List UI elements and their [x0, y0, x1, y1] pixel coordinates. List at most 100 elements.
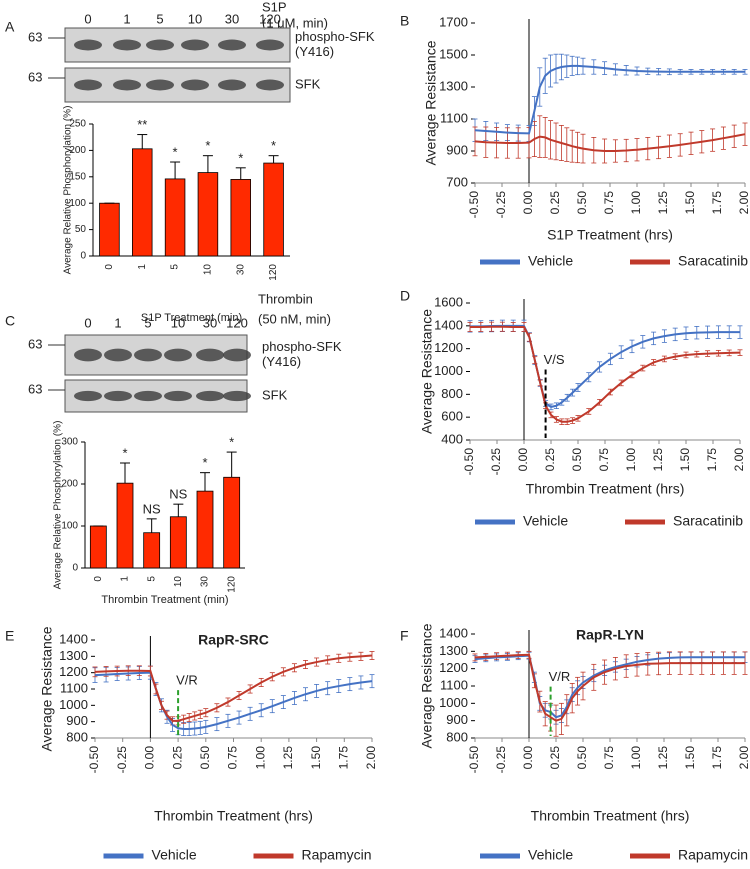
x-tick-label: 2.00 [732, 448, 746, 472]
x-tick-label: 0.75 [226, 746, 240, 770]
x-tick-label: 0.00 [143, 746, 157, 770]
bar [263, 162, 284, 257]
lane-label: 10 [171, 315, 185, 330]
annotation-label: V/S [544, 352, 565, 367]
blot-band [74, 39, 102, 51]
treatment-label: (50 nM, min) [258, 311, 331, 326]
blot-band [146, 39, 174, 51]
legend-label: Rapamycin [678, 847, 748, 863]
x-tick-label: -0.50 [462, 448, 476, 476]
y-tick-label: 1300 [439, 643, 468, 658]
series-line [474, 654, 745, 719]
protein-label: phospho-SFK [262, 339, 342, 354]
x-tick-label: 1.75 [710, 746, 724, 770]
x-tick-label: 0.50 [575, 191, 589, 215]
y-tick-label: 1100 [440, 677, 468, 692]
y-tick-label: 1400 [439, 625, 468, 640]
x-tick-label: 0.75 [602, 746, 616, 770]
blot-image [64, 67, 291, 103]
treatment-label: S1P [262, 0, 287, 14]
blot-image [64, 27, 291, 63]
x-tick-label: -0.50 [87, 746, 101, 774]
y-tick-label: 250 [69, 119, 86, 130]
x-tick-label: 1.25 [656, 746, 670, 770]
x-tick-label: -0.25 [494, 191, 508, 219]
y-tick-label: 1400 [59, 631, 88, 646]
x-tick-label: 1.00 [629, 746, 643, 770]
significance-label: NS [143, 501, 161, 516]
legend-label: Vehicle [152, 847, 197, 863]
y-tick-label: 1600 [434, 294, 463, 309]
x-tick-label: 120 [226, 576, 237, 593]
x-tick-label: 1.25 [281, 746, 295, 770]
lane-label: 10 [188, 11, 202, 26]
significance-label: * [173, 144, 178, 159]
bar [196, 490, 214, 569]
blot-band [104, 390, 132, 402]
y-tick-label: 1100 [60, 680, 88, 695]
x-tick-label: 0 [93, 576, 104, 582]
x-tick-label: 30 [200, 576, 211, 588]
legend-label: Rapamycin [302, 847, 372, 863]
y-tick-label: 1100 [440, 110, 468, 125]
blot-band [113, 79, 141, 91]
y-tick-label: 1300 [439, 78, 468, 93]
treatment-label: (1 μM, min) [262, 15, 328, 30]
x-tick-label: 0.75 [602, 191, 616, 215]
x-tick-label: 1.75 [705, 448, 719, 472]
bar [99, 202, 120, 257]
y-tick-label: 300 [61, 437, 78, 448]
marker-label: 63 [28, 336, 42, 351]
annotation-label: V/R [176, 673, 198, 688]
y-tick-label: 800 [446, 729, 468, 744]
lane-label: 0 [84, 315, 91, 330]
legend-label: Saracatinib [678, 253, 748, 269]
series-line [94, 654, 373, 722]
lane-label: 5 [156, 11, 163, 26]
marker-label: 63 [28, 29, 42, 44]
y-axis-label: Average Relative Phosphorylation (%) [63, 106, 74, 275]
series-line [474, 133, 746, 152]
panel-letter: D [400, 288, 410, 304]
x-axis-label: S1P Treatment (min) [141, 312, 242, 324]
lane-label: 1 [114, 315, 121, 330]
x-tick-label: 0.25 [543, 448, 557, 472]
y-tick-label: 0 [80, 251, 86, 262]
x-tick-label: 5 [146, 576, 157, 582]
x-tick-label: 10 [173, 576, 184, 588]
y-tick-label: 1000 [439, 695, 468, 710]
x-tick-label: 2.00 [737, 746, 750, 770]
protein-label: phospho-SFK [295, 29, 375, 44]
y-tick-label: 1000 [434, 363, 463, 378]
y-tick-label: 1300 [59, 648, 88, 663]
y-tick-label: 100 [61, 521, 78, 532]
significance-label: * [238, 150, 243, 165]
blot-band [196, 348, 224, 362]
blot-band [181, 39, 209, 51]
blot-band [164, 348, 192, 362]
significance-label: * [202, 455, 207, 470]
lane-label: 0 [84, 11, 91, 26]
x-tick-label: 1 [137, 264, 148, 270]
panel-letter: E [5, 628, 14, 644]
x-tick-label: 0 [104, 264, 115, 270]
x-tick-label: 120 [268, 264, 279, 281]
series-line [474, 64, 745, 135]
legend-label: Vehicle [528, 253, 573, 269]
x-axis-label: Thrombin Treatment (min) [101, 594, 228, 606]
x-tick-label: -0.50 [467, 191, 481, 219]
y-tick-label: 400 [441, 431, 463, 446]
y-tick-label: 1400 [434, 317, 463, 332]
x-tick-label: 1.50 [683, 746, 697, 770]
significance-label: * [271, 138, 276, 153]
blot-band [256, 39, 284, 51]
significance-label: NS [169, 487, 187, 502]
blot-band [218, 79, 246, 91]
x-tick-label: 1.00 [624, 448, 638, 472]
legend-label: Vehicle [523, 513, 568, 529]
series-line [470, 324, 740, 408]
bar [169, 516, 187, 569]
x-tick-label: 2.00 [364, 746, 378, 770]
x-tick-label: 1 [120, 576, 131, 582]
